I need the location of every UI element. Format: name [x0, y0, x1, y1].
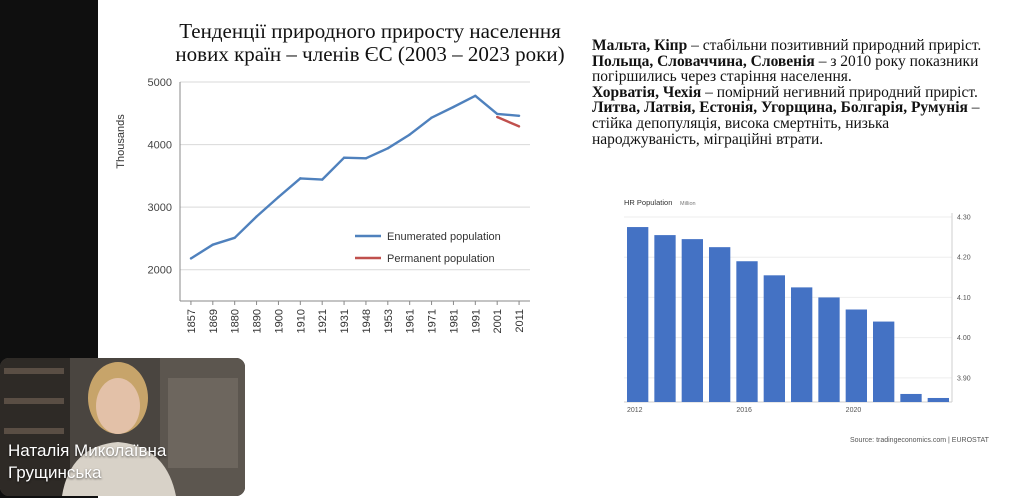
country-trends-text: Мальта, Кіпр – стабільни позитивний прир…	[592, 38, 982, 147]
presentation-slide	[98, 0, 1013, 498]
x-tick-label-13: 1991	[470, 309, 482, 333]
data-point-0-0	[189, 257, 193, 260]
data-point-1-15	[517, 125, 521, 128]
data-point-0-10	[408, 133, 411, 136]
x-tick-label-0: 1857	[186, 309, 198, 333]
data-point-1-14	[495, 115, 499, 119]
x-tick-label-1: 1869	[208, 309, 220, 333]
y-tick-label-3: 5000	[148, 77, 172, 89]
trend-paragraph-2: Польща, Словаччина, Словенія – з 2010 ро…	[592, 52, 982, 86]
data-point-0-4	[277, 195, 280, 199]
trend-countries-4: Литва, Латвія, Естонія, Угорщина, Болгар…	[592, 99, 968, 117]
population-line-chart: 2000 3000 4000 5000 Thousands 1857 1869 1880 189…	[115, 77, 530, 333]
x-tick-label-12: 1981	[448, 309, 460, 333]
chart-source: Source: tradingeconomics.com | EUROSTAT	[850, 437, 989, 444]
series-line-1	[496, 115, 520, 128]
data-point-0-8	[364, 157, 368, 160]
data-point-0-6	[320, 178, 324, 181]
data-point-0-2	[233, 236, 236, 240]
y-tick-label-2: 4000	[148, 140, 172, 152]
bar-10	[900, 393, 922, 402]
data-point-0-14	[495, 112, 499, 116]
bar-4	[736, 261, 758, 402]
bar-chart-subtitle: Million	[680, 201, 696, 207]
participant-video-feed	[0, 358, 245, 496]
bar-x-tick-label-2: 2020	[846, 407, 862, 414]
participant-name-line-1: Наталія Миколаївна	[8, 441, 167, 460]
legend-label-1: Permanent population	[387, 253, 495, 265]
x-tick-label-8: 1948	[361, 309, 373, 333]
bar-y-tick-label-1: 4.00	[957, 335, 971, 342]
hr-population-bar-chart: HR Population Million 3.90 4.00 4.10 4.20 4.30…	[624, 198, 971, 414]
trend-description-4: – стійка депопуляція, висока смертніть, …	[592, 99, 980, 148]
slide-title-line-2: нових країн – членів ЄС (2003 – 2023 рок…	[175, 42, 565, 66]
bar-chart-title: HR Population	[624, 198, 672, 207]
trend-countries-1: Мальта, Кіпр	[592, 37, 688, 54]
series-line-0	[190, 94, 520, 260]
x-tick-label-5: 1910	[295, 309, 307, 333]
bar-0	[627, 227, 649, 402]
x-tick-label-4: 1900	[273, 309, 285, 333]
bar-5	[763, 275, 785, 402]
data-point-0-15	[517, 114, 521, 117]
participant-name-line-2: Грущинська	[8, 463, 102, 482]
data-point-0-1	[211, 243, 215, 246]
data-point-0-12	[452, 105, 455, 109]
slide-title: Тенденції природного приросту населення …	[170, 20, 570, 66]
bar-3	[709, 247, 731, 402]
data-point-0-13	[474, 94, 477, 97]
bar-x-tick-label-0: 2012	[627, 407, 643, 414]
y-tick-label-1: 3000	[148, 202, 172, 214]
trend-paragraph-4: Литва, Латвія, Естонія, Угорщина, Болгар…	[592, 100, 982, 147]
participant-name: Наталія Миколаївна Грущинська	[8, 440, 166, 484]
trend-description-1: – стабільни позитивний природний приріст…	[687, 37, 982, 54]
trend-countries-2: Польща, Словаччина, Словенія	[592, 52, 815, 70]
bar-7	[818, 297, 840, 402]
x-tick-label-2: 1880	[230, 309, 242, 333]
trend-paragraph-3: Хорватія, Чехія – помірний негивний прир…	[592, 83, 982, 101]
legend-label-0: Enumerated population	[387, 231, 501, 243]
bar-8	[845, 309, 867, 402]
trend-description-2: – з 2010 року показники погіршились чере…	[592, 52, 979, 86]
x-tick-label-10: 1961	[405, 309, 417, 333]
bar-2	[681, 239, 703, 402]
y-axis-title: Thousands	[115, 114, 127, 169]
x-tick-label-15: 2011	[514, 309, 526, 333]
bar-6	[791, 287, 813, 402]
bar-x-tick-label-1: 2016	[736, 407, 752, 414]
bar-1	[654, 235, 676, 402]
bar-y-tick-label-0: 3.90	[957, 375, 971, 382]
slide-title-line-1: Тенденції природного приросту населення	[179, 19, 561, 43]
trend-description-3: – помірний негивний природний приріст.	[701, 83, 978, 101]
x-tick-label-7: 1931	[339, 309, 351, 333]
x-tick-label-9: 1953	[383, 309, 395, 333]
data-point-0-3	[255, 215, 258, 218]
bar-11	[927, 397, 949, 402]
data-point-0-9	[386, 147, 390, 150]
y-tick-label-0: 2000	[148, 265, 172, 277]
x-tick-label-14: 2001	[492, 309, 504, 333]
bar-y-tick-label-3: 4.20	[957, 255, 971, 262]
bar-y-tick-label-2: 4.10	[957, 295, 971, 302]
data-point-0-7	[342, 156, 346, 159]
x-tick-label-3: 1890	[252, 309, 264, 333]
participant-video-tile[interactable]: Наталія Миколаївна Грущинська	[0, 358, 245, 496]
trend-countries-3: Хорватія, Чехія	[592, 83, 702, 101]
trend-paragraph-1: Мальта, Кіпр – стабільни позитивний прир…	[592, 38, 982, 54]
data-point-0-11	[430, 116, 433, 119]
bar-y-tick-label-4: 4.30	[957, 215, 971, 222]
x-tick-label-6: 1921	[317, 309, 329, 333]
bar-9	[873, 321, 895, 402]
data-point-0-5	[299, 177, 302, 180]
x-tick-label-11: 1971	[427, 309, 439, 333]
